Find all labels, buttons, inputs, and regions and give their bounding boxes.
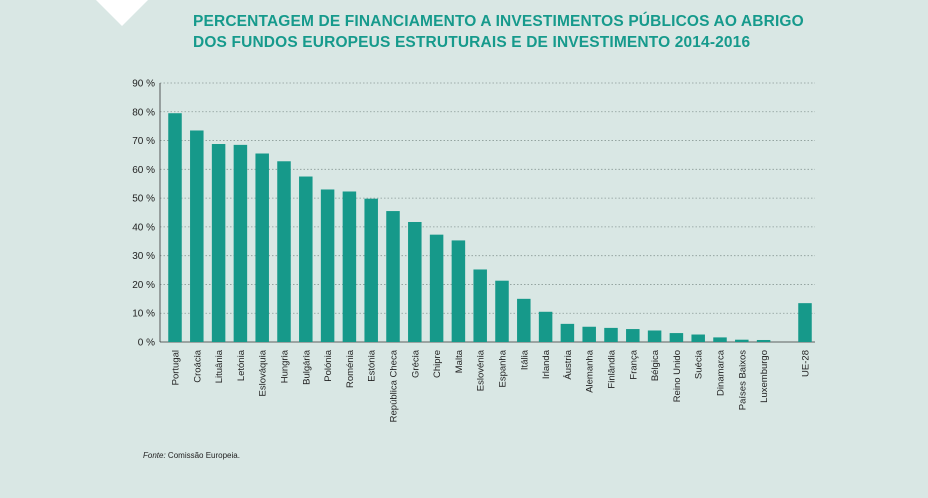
- x-tick-label: Eslováquia: [258, 349, 269, 396]
- y-tick-label: 90 %: [132, 79, 155, 90]
- y-tick-label: 10 %: [132, 309, 155, 320]
- x-tick-label: Bulgária: [301, 349, 312, 385]
- x-tick-label: UE-28: [801, 350, 812, 377]
- x-tick-label: Polónia: [323, 349, 334, 381]
- bar: [429, 234, 444, 342]
- x-tick-label: Hungria: [280, 349, 291, 383]
- source-text: Comissão Europeia.: [167, 451, 240, 460]
- bar: [451, 240, 466, 342]
- y-tick-label: 50 %: [132, 194, 155, 205]
- x-tick-label: Eslovénia: [476, 349, 487, 391]
- bar: [408, 221, 422, 342]
- x-tick-label: Alemanha: [585, 349, 596, 392]
- bar: [320, 189, 335, 342]
- x-tick-label: Bélgica: [650, 349, 661, 381]
- bar: [342, 191, 357, 342]
- y-tick-label: 20 %: [132, 280, 155, 291]
- bar: [669, 333, 684, 342]
- bar: [582, 326, 596, 342]
- x-tick-label: Lituânia: [214, 349, 225, 383]
- x-tick-label: Croácia: [192, 349, 203, 382]
- bar: [473, 269, 487, 342]
- x-tick-label: República Checa: [389, 349, 400, 422]
- bar: [495, 280, 509, 342]
- y-tick-label: 80 %: [132, 107, 155, 118]
- y-tick-label: 0 %: [138, 338, 155, 349]
- chart-title-line-2: DOS FUNDOS EUROPEUS ESTRUTURAIS E DE INV…: [193, 34, 751, 51]
- x-tick-label: Luxemburgo: [759, 350, 770, 403]
- bar: [626, 329, 640, 342]
- bar: [255, 153, 269, 342]
- bar: [233, 144, 248, 342]
- bar: [735, 339, 749, 342]
- x-tick-label: Países Baixos: [737, 350, 748, 410]
- bar: [798, 303, 812, 342]
- bar: [604, 327, 618, 342]
- bar: [560, 323, 575, 342]
- source-label: Fonte:: [143, 451, 166, 460]
- source-note: Fonte: Comissão Europeia.: [143, 451, 240, 460]
- bar: [756, 339, 771, 342]
- bar: [647, 330, 662, 342]
- bar: [277, 161, 291, 342]
- x-tick-label: Letónia: [236, 349, 247, 381]
- x-tick-label: Chipre: [432, 350, 443, 378]
- x-tick-label: Itália: [519, 349, 530, 370]
- chart-title-line-1: PERCENTAGEM DE FINANCIAMENTO A INVESTIME…: [193, 13, 804, 30]
- x-tick-label: Irlanda: [541, 349, 552, 379]
- x-tick-label: Grécia: [410, 349, 421, 378]
- corner-notch: [96, 0, 148, 26]
- x-tick-label: Reino Unido: [672, 350, 683, 402]
- bar: [538, 311, 553, 342]
- bar: [364, 198, 378, 342]
- x-tick-label: Finlândia: [607, 349, 618, 388]
- y-tick-label: 30 %: [132, 251, 155, 262]
- x-tick-label: Suécia: [694, 349, 705, 379]
- bar: [211, 144, 226, 342]
- x-tick-label: Estónia: [367, 349, 378, 381]
- x-tick-label: Roménia: [345, 349, 356, 388]
- chart-title: PERCENTAGEM DE FINANCIAMENTO A INVESTIME…: [193, 11, 804, 53]
- bar: [190, 130, 204, 342]
- bar: [691, 334, 705, 342]
- bar: [168, 113, 182, 342]
- bar: [713, 337, 727, 342]
- y-tick-label: 40 %: [132, 222, 155, 233]
- bar: [517, 298, 531, 342]
- x-tick-label: Espanha: [498, 349, 509, 387]
- y-tick-label: 70 %: [132, 136, 155, 147]
- x-tick-label: Dinamarca: [716, 349, 727, 396]
- bar: [299, 176, 313, 342]
- bar: [386, 211, 400, 342]
- x-tick-label: Malta: [454, 349, 465, 373]
- x-tick-label: Portugal: [171, 350, 182, 385]
- y-tick-label: 60 %: [132, 165, 155, 176]
- x-tick-label: Áustria: [563, 349, 574, 379]
- x-tick-label: França: [628, 349, 639, 379]
